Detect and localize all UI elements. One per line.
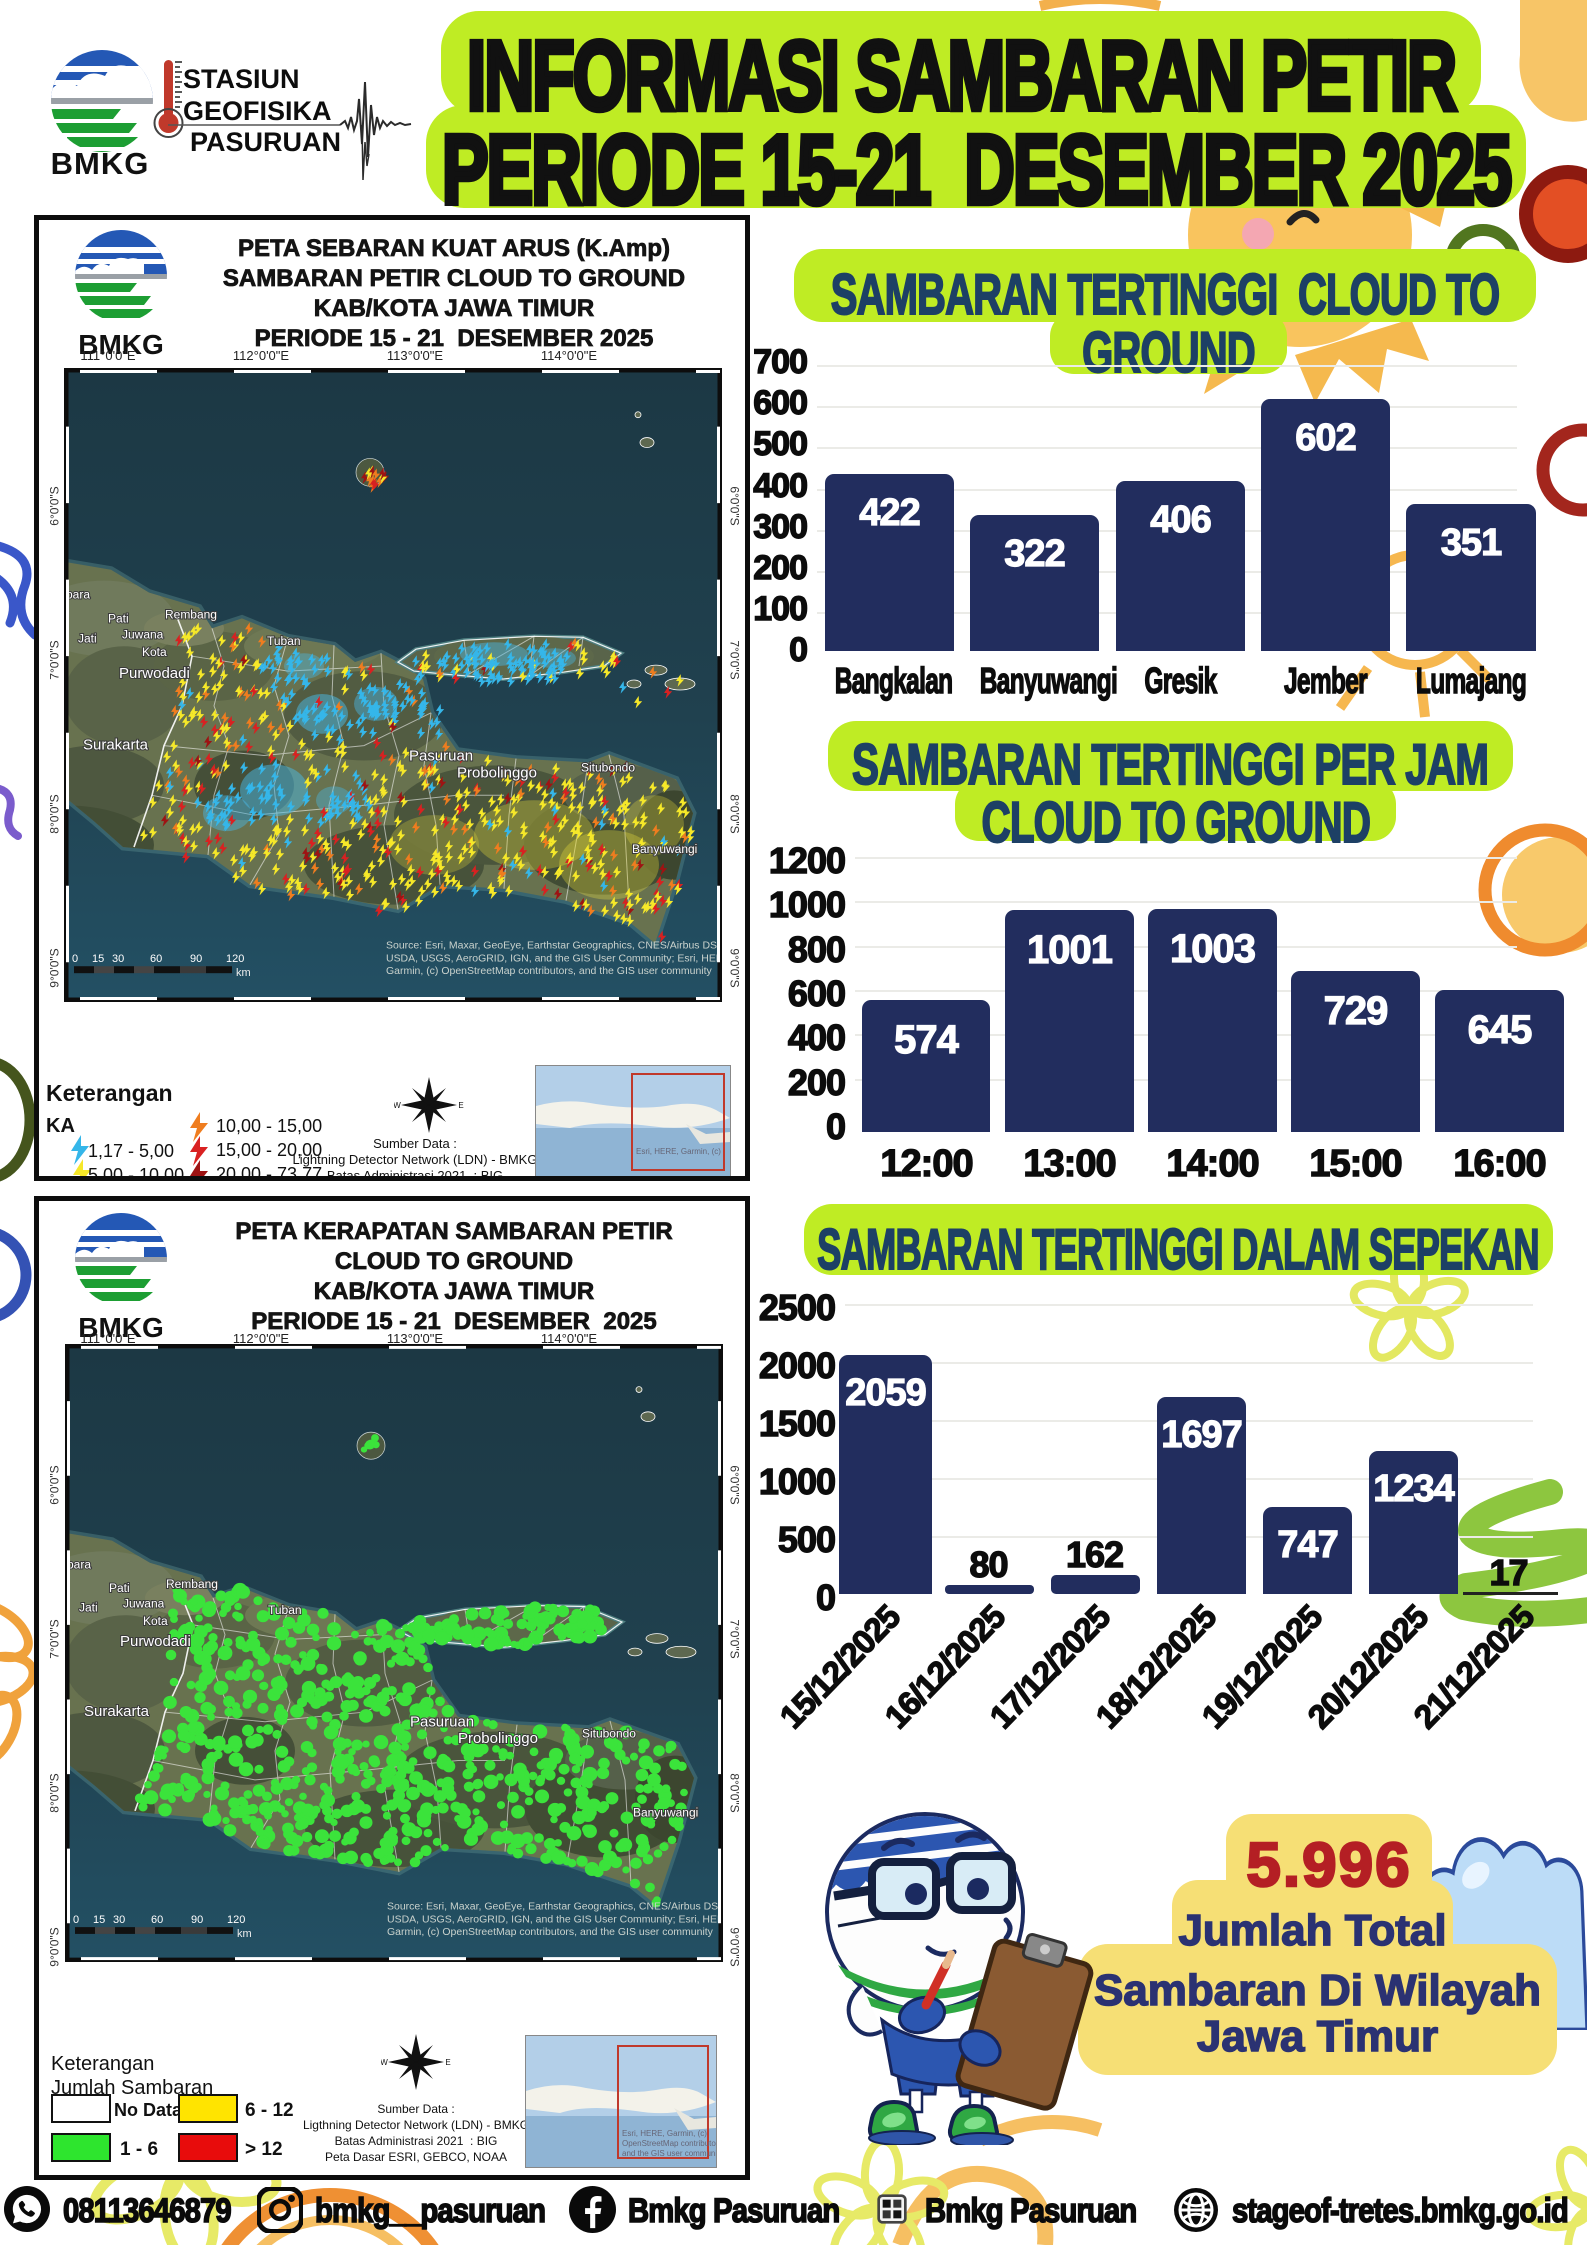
svg-text:USDA, USGS, AeroGRID, IGN, and: USDA, USGS, AeroGRID, IGN, and the GIS U… (386, 953, 722, 964)
svg-text:N: N (413, 2032, 420, 2034)
svg-text:GEOFISIKA: GEOFISIKA (183, 96, 332, 126)
svg-text:Rembang: Rembang (166, 1577, 218, 1591)
svg-text:15: 15 (92, 953, 104, 965)
svg-text:Surakarta: Surakarta (83, 737, 149, 754)
svg-text:para: para (66, 588, 90, 602)
svg-text:Probolinggo: Probolinggo (458, 1731, 538, 1747)
svg-text:Tuban: Tuban (268, 1603, 302, 1617)
svg-text:0: 0 (73, 1914, 79, 1926)
svg-text:120: 120 (227, 1914, 245, 1926)
svg-text:Juwana: Juwana (123, 1597, 165, 1611)
svg-text:Purwodadi: Purwodadi (119, 665, 190, 682)
svg-text:E: E (445, 2058, 450, 2067)
svg-text:30: 30 (113, 1914, 125, 1926)
svg-text:BMKG: BMKG (78, 1312, 164, 1343)
svg-text:PASURUAN: PASURUAN (190, 127, 341, 157)
svg-text:120: 120 (226, 953, 244, 965)
svg-text:E: E (458, 1101, 463, 1110)
svg-text:Situbondo: Situbondo (582, 1726, 636, 1740)
svg-text:Tuban: Tuban (267, 634, 301, 648)
svg-text:N: N (426, 1075, 433, 1077)
svg-text:Purwodadi: Purwodadi (120, 1634, 191, 1650)
svg-text:Juwana: Juwana (122, 627, 164, 641)
svg-text:W: W (381, 2058, 388, 2067)
svg-text:Pasuruan: Pasuruan (409, 748, 473, 765)
svg-text:para: para (67, 1558, 91, 1572)
svg-text:60: 60 (150, 953, 162, 965)
svg-text:Source: Esri, Maxar, GeoEye, E: Source: Esri, Maxar, GeoEye, Earthstar G… (386, 940, 720, 951)
svg-text:Pati: Pati (109, 1581, 130, 1595)
svg-text:15: 15 (93, 1914, 105, 1926)
svg-text:USDA, USGS, AeroGRID, IGN, and: USDA, USGS, AeroGRID, IGN, and the GIS U… (387, 1914, 723, 1925)
svg-text:Rembang: Rembang (165, 607, 217, 621)
svg-text:90: 90 (191, 1914, 203, 1926)
svg-text:Source: Esri, Maxar, GeoEye, E: Source: Esri, Maxar, GeoEye, Earthstar G… (387, 1902, 721, 1913)
svg-text:Situbondo: Situbondo (581, 760, 635, 774)
svg-text:Jati: Jati (78, 631, 97, 645)
svg-text:BMKG: BMKG (51, 146, 150, 181)
svg-text:BMKG: BMKG (78, 329, 164, 360)
svg-text:0: 0 (72, 953, 78, 965)
svg-text:Surakarta: Surakarta (84, 1704, 150, 1720)
svg-text:Pati: Pati (108, 611, 129, 625)
svg-text:Esri, HERE, Garmin, (c): Esri, HERE, Garmin, (c) (622, 2129, 707, 2138)
svg-text:Banyuwangi: Banyuwangi (633, 1806, 698, 1820)
svg-text:Probolinggo: Probolinggo (457, 764, 537, 781)
svg-text:Kota: Kota (143, 1614, 168, 1628)
svg-text:Esri, HERE, Garmin, (c): Esri, HERE, Garmin, (c) (636, 1147, 721, 1156)
svg-text:and the GIS user community: and the GIS user community (622, 2149, 716, 2158)
svg-text:STASIUN: STASIUN (183, 64, 300, 94)
svg-text:km: km (236, 967, 251, 979)
svg-text:Garmin, (c) OpenStreetMap cont: Garmin, (c) OpenStreetMap contributors, … (386, 966, 713, 977)
svg-text:Pasuruan: Pasuruan (410, 1715, 474, 1731)
svg-text:60: 60 (151, 1914, 163, 1926)
svg-text:km: km (237, 1928, 252, 1940)
svg-text:Jati: Jati (79, 1601, 98, 1615)
svg-text:W: W (394, 1101, 401, 1110)
svg-text:90: 90 (190, 953, 202, 965)
svg-text:Garmin, (c) OpenStreetMap cont: Garmin, (c) OpenStreetMap contributors, … (387, 1927, 714, 1938)
svg-text:30: 30 (112, 953, 124, 965)
svg-text:Banyuwangi: Banyuwangi (632, 842, 697, 856)
svg-text:OpenStreetMap contributors,: OpenStreetMap contributors, (622, 2139, 716, 2148)
svg-text:Kota: Kota (142, 645, 167, 659)
